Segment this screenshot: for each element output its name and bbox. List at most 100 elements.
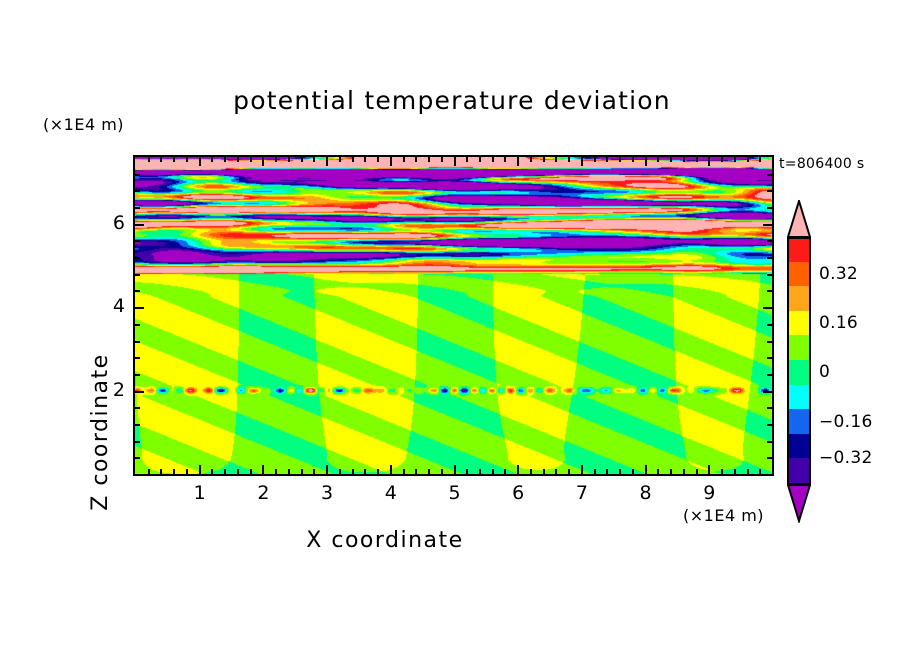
y-minor-tick-right (767, 407, 772, 410)
x-minor-tick (555, 469, 558, 474)
y-major-tick (135, 390, 144, 393)
x-major-tick-top (517, 157, 520, 166)
x-minor-tick (759, 469, 762, 474)
x-major-tick (453, 465, 456, 474)
x-tick-label: 1 (193, 482, 206, 504)
colorbar-band (787, 458, 811, 485)
x-minor-tick-top (185, 157, 188, 162)
x-minor-tick-top (746, 157, 749, 162)
x-minor-tick-top (249, 157, 252, 162)
x-major-tick (580, 465, 583, 474)
x-tick-label: 7 (575, 482, 588, 504)
y-major-tick (135, 307, 144, 310)
colorbar-band (787, 286, 811, 313)
x-major-tick (198, 465, 201, 474)
x-major-tick (262, 465, 265, 474)
y-minor-tick-right (767, 290, 772, 293)
colorbar-band (787, 360, 811, 387)
x-minor-tick (173, 469, 176, 474)
x-tick-label: 3 (321, 482, 334, 504)
x-minor-tick (249, 469, 252, 474)
x-minor-tick (682, 469, 685, 474)
y-minor-tick (135, 457, 140, 460)
x-minor-tick (670, 469, 673, 474)
colorbar-tick-label: −0.32 (819, 448, 873, 469)
y-minor-tick (135, 323, 140, 326)
x-minor-tick (351, 469, 354, 474)
x-minor-tick-top (466, 157, 469, 162)
x-minor-tick-top (236, 157, 239, 162)
x-tick-label: 2 (257, 482, 270, 504)
y-tick-label: 6 (112, 211, 125, 234)
x-minor-tick-top (287, 157, 290, 162)
x-minor-tick-top (657, 157, 660, 162)
x-minor-tick-top (300, 157, 303, 162)
y-minor-tick (135, 340, 140, 343)
y-minor-tick (135, 440, 140, 443)
y-minor-tick-right (767, 423, 772, 426)
x-minor-tick (568, 469, 571, 474)
y-minor-tick-right (767, 357, 772, 360)
y-minor-tick-right (767, 457, 772, 460)
y-major-tick-right (763, 307, 772, 310)
colorbar-band (787, 409, 811, 436)
y-axis-unit-label: (×1E4 m) (43, 115, 125, 134)
x-minor-tick-top (631, 157, 634, 162)
x-minor-tick-top (695, 157, 698, 162)
colorbar-cap-top (787, 200, 811, 238)
x-minor-tick (402, 469, 405, 474)
x-minor-tick (631, 469, 634, 474)
contour-field (135, 157, 772, 474)
x-minor-tick (415, 469, 418, 474)
x-minor-tick (338, 469, 341, 474)
y-minor-tick (135, 357, 140, 360)
x-minor-tick (657, 469, 660, 474)
y-minor-tick (135, 373, 140, 376)
time-annotation: t=806400 s (779, 156, 865, 172)
x-minor-tick (300, 469, 303, 474)
x-major-tick (517, 465, 520, 474)
x-major-tick (389, 465, 392, 474)
x-minor-tick-top (147, 157, 150, 162)
x-minor-tick-top (415, 157, 418, 162)
x-minor-tick (466, 469, 469, 474)
x-minor-tick-top (542, 157, 545, 162)
y-minor-tick (135, 173, 140, 176)
colorbar-band (787, 335, 811, 362)
x-major-tick-top (262, 157, 265, 166)
colorbar-cap-bottom (787, 484, 811, 523)
x-major-tick-top (326, 157, 329, 166)
x-minor-tick-top (670, 157, 673, 162)
y-minor-tick (135, 190, 140, 193)
x-minor-tick (733, 469, 736, 474)
x-minor-tick (529, 469, 532, 474)
x-minor-tick (377, 469, 380, 474)
y-tick-label: 4 (112, 295, 125, 318)
colorbar-band (787, 433, 811, 461)
x-minor-tick (364, 469, 367, 474)
y-minor-tick (135, 290, 140, 293)
x-minor-tick-top (173, 157, 176, 162)
colorbar-tick-label: 0 (819, 362, 831, 383)
x-minor-tick-top (377, 157, 380, 162)
y-axis-title: Z coordinate (88, 353, 113, 511)
x-minor-tick-top (402, 157, 405, 162)
x-minor-tick-top (160, 157, 163, 162)
y-major-tick (135, 223, 144, 226)
x-minor-tick-top (504, 157, 507, 162)
x-major-tick-top (453, 157, 456, 166)
x-major-tick (644, 465, 647, 474)
y-minor-tick-right (767, 373, 772, 376)
x-tick-label: 6 (512, 482, 525, 504)
x-minor-tick (504, 469, 507, 474)
x-minor-tick (721, 469, 724, 474)
colorbar-tick-label: 0.16 (819, 313, 859, 334)
x-minor-tick (542, 469, 545, 474)
y-minor-tick-right (767, 440, 772, 443)
x-axis-unit-label: (×1E4 m) (683, 506, 765, 525)
page-title: potential temperature deviation (233, 86, 671, 115)
x-minor-tick (313, 469, 316, 474)
x-minor-tick (287, 469, 290, 474)
x-major-tick-top (198, 157, 201, 166)
